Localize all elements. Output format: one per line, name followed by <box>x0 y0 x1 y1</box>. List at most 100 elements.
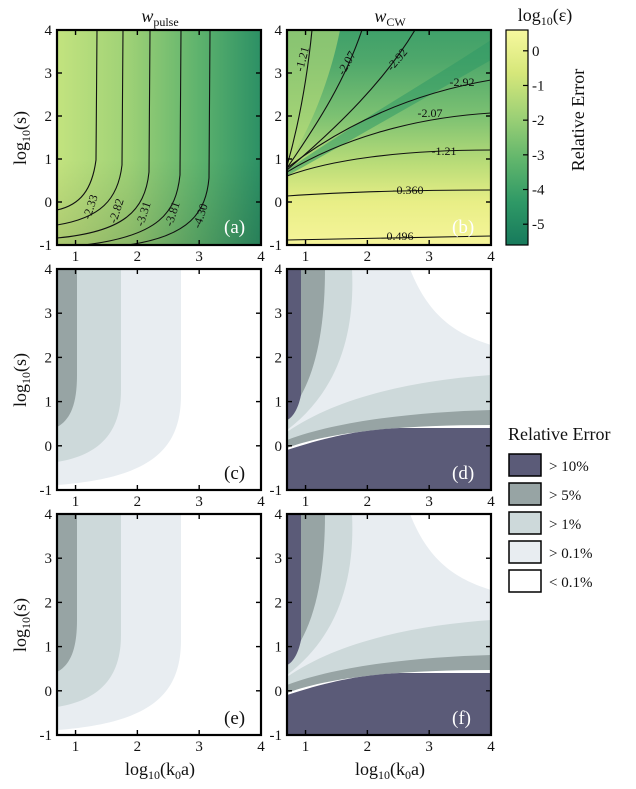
panel-b-upper-left <box>287 30 340 165</box>
xtick-label-c: 1 <box>72 494 80 510</box>
contour-b-7 <box>287 30 363 169</box>
colorbar-tick-label: -2 <box>532 113 545 129</box>
contour-a-2 <box>57 30 124 226</box>
contour-a-4 <box>83 30 182 245</box>
panel-b-diagonal-band <box>287 40 491 176</box>
ytick-label-d: 0 <box>275 439 283 455</box>
panel-b-contours <box>287 30 491 241</box>
region-c-5pct <box>57 269 77 427</box>
panel-label-c: (c) <box>224 463 245 484</box>
ytick-label-e: -1 <box>40 728 53 744</box>
legend-swatch <box>508 540 542 564</box>
colorbar-tick-label: -5 <box>532 217 545 233</box>
xtick-label-e: 2 <box>134 739 142 755</box>
legend-swatch <box>508 453 542 477</box>
panel-a <box>57 30 261 245</box>
ytick-label-f: 3 <box>275 551 283 567</box>
ytick-label-f: -1 <box>270 728 283 744</box>
colorbar-gradient <box>505 29 529 246</box>
ytick-label-d: -1 <box>270 483 283 499</box>
contour-label-b-2: -0.360 <box>393 183 424 197</box>
contour-b-2 <box>287 189 491 197</box>
ytick-label-a: 2 <box>45 109 53 125</box>
xtick-label-d: 1 <box>302 494 310 510</box>
ytick-label-c: 4 <box>45 262 53 278</box>
xlabel-left: log10(k0a) <box>125 759 195 782</box>
ytick-label-d: 2 <box>275 350 283 366</box>
legend-label: > 0.1% <box>549 546 592 562</box>
contour-a-1 <box>57 30 98 211</box>
xtick-label-c: 4 <box>257 494 265 510</box>
panel-f <box>287 514 491 735</box>
ytick-label-b: 3 <box>275 66 283 82</box>
xlabel-right: log10(k0a) <box>355 759 425 782</box>
ytick-label-b: 2 <box>275 109 283 125</box>
panel-c <box>57 269 261 490</box>
xtick-label-b: 4 <box>487 249 495 265</box>
legend-label: > 1% <box>549 517 581 533</box>
col-title-cw: wCW <box>374 6 406 29</box>
contour-b-5 <box>287 79 491 169</box>
legend-swatch <box>508 569 542 593</box>
xtick-label-c: 2 <box>134 494 142 510</box>
contour-label-b-6: -1.21 <box>292 45 312 73</box>
xtick-label-b: 3 <box>425 249 433 265</box>
xtick-label-e: 1 <box>72 739 80 755</box>
ytick-label-c: 2 <box>45 350 53 366</box>
contour-b-6 <box>287 30 313 167</box>
colorbar-tick-label: -3 <box>532 148 545 164</box>
frame-f <box>285 512 493 737</box>
ytick-label-c: 3 <box>45 306 53 322</box>
region-d-10pct-b <box>287 428 491 490</box>
frame-d <box>285 267 493 492</box>
ylabel-row3: log10(s) <box>10 598 33 652</box>
xtick-label-e: 4 <box>257 739 265 755</box>
ytick-label-b: 0 <box>275 195 283 211</box>
region-f-5pct-b <box>287 655 491 693</box>
xtick-label-f: 1 <box>302 739 310 755</box>
contour-b-4 <box>287 112 491 173</box>
axes-layer: -1 0 1 2 3 4 1 2 3 4 -1 0 1 2 3 4 1 2 3 4 -1 0 1 2 3 4 1 2 3 4 -1 0 1 2 3 4… <box>40 23 496 755</box>
legend-items: > 10% > 5% > 1% > 0.1% < 0.1% <box>508 453 592 593</box>
ytick-label-a: 1 <box>45 152 53 168</box>
colorbar-label: Relative Error <box>568 69 588 171</box>
ytick-label-d: 4 <box>275 262 283 278</box>
contour-label-b-3: -1.21 <box>432 144 457 158</box>
colorbar-tick-label: -4 <box>532 183 545 199</box>
ytick-label-c: 0 <box>45 439 53 455</box>
xtick-label-a: 4 <box>257 249 265 265</box>
ytick-label-c: -1 <box>40 483 53 499</box>
ytick-label-e: 0 <box>45 684 53 700</box>
frame-b <box>285 28 493 247</box>
panel-a-shade <box>57 30 261 245</box>
ytick-label-b: -1 <box>270 238 283 254</box>
ylabel-row2: log10(s) <box>10 353 33 407</box>
ytick-label-f: 0 <box>275 684 283 700</box>
frame-c <box>55 267 263 492</box>
colorbar-tick-label: 0 <box>532 44 540 60</box>
panel-label-b: (b) <box>452 217 474 238</box>
contour-b-1 <box>287 235 491 241</box>
xtick-label-e: 3 <box>195 739 203 755</box>
col-title-pulse: wpulse <box>141 6 178 29</box>
colorbar-tick-label: -1 <box>532 78 545 94</box>
panel-label-e: (e) <box>224 708 245 729</box>
ytick-label-e: 3 <box>45 551 53 567</box>
xtick-label-b: 1 <box>302 249 310 265</box>
xtick-label-d: 2 <box>364 494 372 510</box>
ytick-label-e: 2 <box>45 595 53 611</box>
legend-label: < 0.1% <box>549 575 592 591</box>
panel-label-d: (d) <box>452 463 474 484</box>
panel-e <box>57 514 261 735</box>
region-f-10pct-b <box>287 673 491 735</box>
ylabel-row1: log10(s) <box>10 111 33 165</box>
panel-label-f: (f) <box>452 708 471 729</box>
contour-a-5 <box>127 30 211 245</box>
ytick-label-d: 3 <box>275 306 283 322</box>
frame-a <box>55 28 263 247</box>
xtick-label-a: 3 <box>195 249 203 265</box>
xtick-label-b: 2 <box>364 249 372 265</box>
xtick-label-a: 2 <box>134 249 142 265</box>
contour-a-3 <box>57 30 151 239</box>
